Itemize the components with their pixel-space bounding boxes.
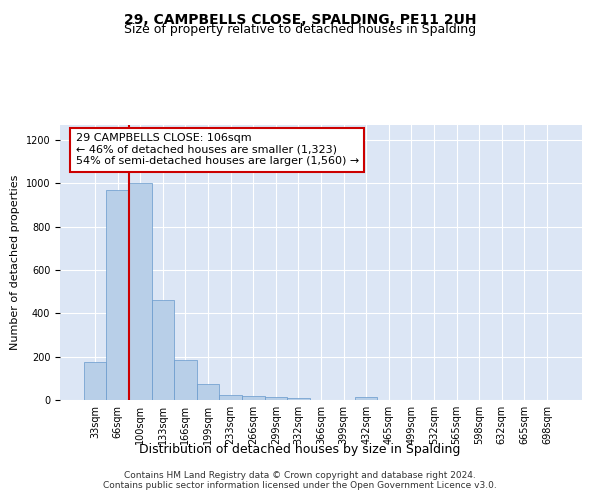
- Y-axis label: Number of detached properties: Number of detached properties: [10, 175, 20, 350]
- Text: Size of property relative to detached houses in Spalding: Size of property relative to detached ho…: [124, 22, 476, 36]
- Bar: [84, 362, 106, 400]
- Text: 29 CAMPBELLS CLOSE: 106sqm
← 46% of detached houses are smaller (1,323)
54% of s: 29 CAMPBELLS CLOSE: 106sqm ← 46% of deta…: [76, 133, 359, 166]
- Bar: [106, 190, 129, 400]
- Bar: [265, 398, 287, 400]
- Bar: [220, 394, 242, 400]
- Text: Contains HM Land Registry data © Crown copyright and database right 2024.
Contai: Contains HM Land Registry data © Crown c…: [103, 470, 497, 490]
- Bar: [242, 396, 265, 400]
- Bar: [152, 300, 174, 400]
- Bar: [355, 397, 377, 400]
- Bar: [287, 398, 310, 400]
- Text: Distribution of detached houses by size in Spalding: Distribution of detached houses by size …: [139, 442, 461, 456]
- Bar: [174, 360, 197, 400]
- Bar: [197, 384, 220, 400]
- Text: 29, CAMPBELLS CLOSE, SPALDING, PE11 2UH: 29, CAMPBELLS CLOSE, SPALDING, PE11 2UH: [124, 12, 476, 26]
- Bar: [129, 184, 152, 400]
